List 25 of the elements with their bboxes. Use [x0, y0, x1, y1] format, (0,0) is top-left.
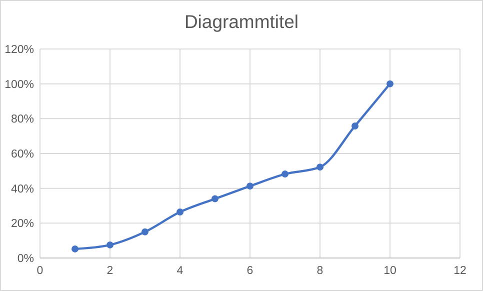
x-tick-label: 6 [246, 265, 254, 277]
y-tick-label: 0% [17, 253, 34, 265]
x-tick-label: 10 [384, 265, 396, 277]
point [352, 122, 358, 130]
y-tick-label: 100% [4, 78, 34, 91]
point [316, 164, 324, 171]
chart-title: Diagrammtitel [184, 11, 299, 32]
y-tick-label: 40% [10, 183, 34, 196]
point [106, 241, 114, 248]
point [246, 182, 254, 190]
y-tick-label: 120% [4, 44, 34, 56]
point [72, 245, 78, 252]
x-tick-label: 12 [454, 265, 466, 277]
point [212, 195, 218, 202]
point [386, 80, 394, 88]
x-tick-label: 4 [176, 265, 184, 277]
y-tick-label: 60% [10, 148, 34, 160]
y-tick-label: 20% [10, 218, 34, 230]
point [176, 208, 184, 216]
point [282, 170, 288, 178]
y-tick-label: 80% [10, 114, 34, 126]
point [142, 228, 148, 236]
x-tick-label: 2 [106, 265, 114, 277]
x-tick-label: 0 [36, 265, 44, 277]
x-tick-label: 8 [316, 265, 324, 277]
